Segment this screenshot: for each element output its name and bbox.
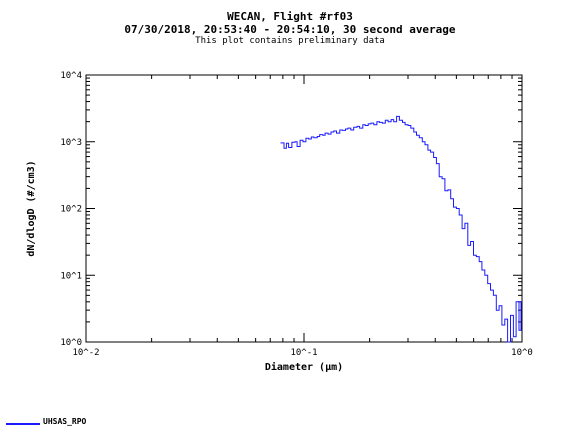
- y-axis-label: dN/dlogD (#/cm3): [26, 160, 37, 256]
- legend-line-swatch: [6, 423, 40, 425]
- chart-subtitle: 07/30/2018, 20:53:40 - 20:54:10, 30 seco…: [124, 23, 456, 36]
- y-tick-label: 10^2: [60, 205, 82, 215]
- y-tick-label: 10^3: [60, 138, 82, 148]
- chart-title: WECAN, Flight #rf03: [227, 10, 353, 23]
- x-tick-label: 10^-2: [72, 348, 99, 358]
- series-line-uhsas-rpo: [280, 115, 522, 343]
- x-axis-label: Diameter (µm): [265, 361, 343, 373]
- y-tick-label: 10^0: [60, 338, 82, 348]
- y-tick-label: 10^4: [60, 71, 82, 81]
- chart-note: This plot contains preliminary data: [195, 36, 385, 46]
- x-tick-label: 10^-1: [290, 348, 317, 358]
- y-tick-label: 10^1: [60, 271, 82, 281]
- legend-label: UHSAS_RPO: [43, 417, 87, 426]
- x-tick-label: 10^0: [511, 348, 533, 358]
